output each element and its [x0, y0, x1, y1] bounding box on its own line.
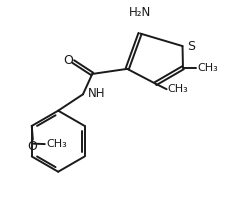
Text: O: O [64, 54, 73, 67]
Text: CH₃: CH₃ [168, 84, 188, 94]
Text: H₂N: H₂N [129, 6, 151, 19]
Text: CH₃: CH₃ [46, 139, 67, 149]
Text: O: O [28, 140, 38, 153]
Text: CH₃: CH₃ [197, 63, 218, 73]
Text: S: S [188, 40, 196, 53]
Text: NH: NH [88, 87, 105, 100]
